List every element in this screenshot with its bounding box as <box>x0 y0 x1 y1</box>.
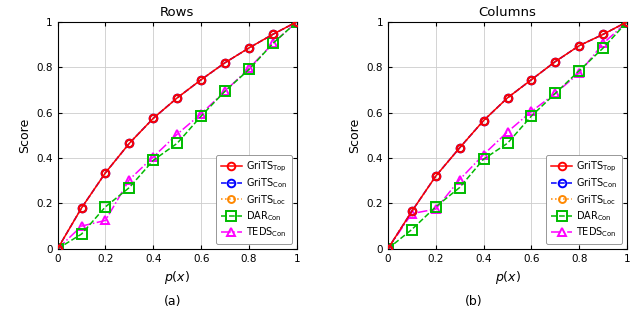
Text: (b): (b) <box>465 295 483 308</box>
Legend: GriTS$_{\mathrm{Top}}$, GriTS$_{\mathrm{Con}}$, GriTS$_{\mathrm{Loc}}$, DAR$_{\m: GriTS$_{\mathrm{Top}}$, GriTS$_{\mathrm{… <box>546 155 622 244</box>
X-axis label: $p(x)$: $p(x)$ <box>495 269 520 286</box>
Text: (a): (a) <box>164 295 182 308</box>
Y-axis label: Score: Score <box>18 118 31 153</box>
Title: Columns: Columns <box>479 6 536 19</box>
Legend: GriTS$_{\mathrm{Top}}$, GriTS$_{\mathrm{Con}}$, GriTS$_{\mathrm{Loc}}$, DAR$_{\m: GriTS$_{\mathrm{Top}}$, GriTS$_{\mathrm{… <box>216 155 292 244</box>
Y-axis label: Score: Score <box>348 118 361 153</box>
X-axis label: $p(x)$: $p(x)$ <box>164 269 190 286</box>
Title: Rows: Rows <box>160 6 195 19</box>
